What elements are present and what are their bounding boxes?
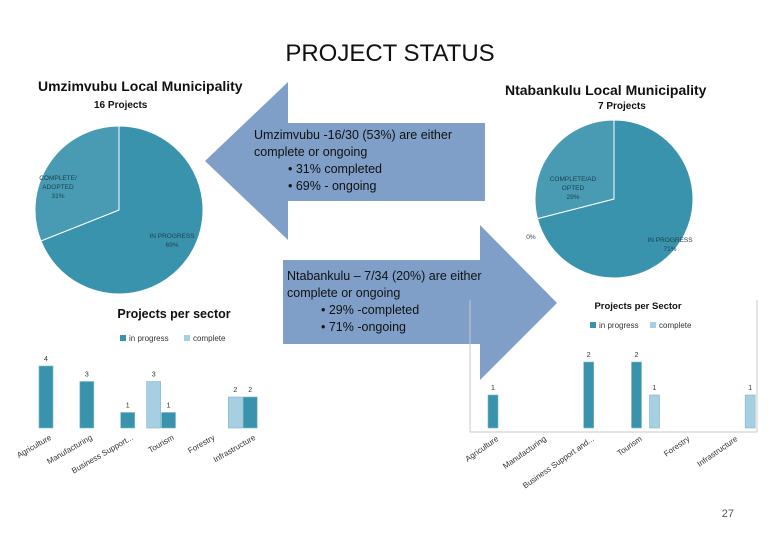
bar-chart-umzimvubu: Projects per sector in progress complete 4 A…: [15, 307, 257, 475]
legend-label-in-progress: in progress: [599, 321, 639, 330]
category-tick-label: Forestry: [186, 433, 216, 455]
bar-in-progress: [38, 365, 54, 429]
page-number: 27: [721, 508, 734, 520]
bar-in-progress: [487, 394, 499, 429]
right-callout-arrow: [283, 225, 557, 380]
bar-complete: [146, 381, 161, 429]
left-callout-arrow: [205, 82, 485, 240]
ntabankulu-callout-text: Ntabankulu – 7/34 (20%) are either compl…: [287, 268, 482, 336]
pie-slice-complete: [34, 125, 120, 242]
callout-bullet: • 31% completed: [288, 162, 383, 176]
pie-slice-label: ADOPTED: [42, 184, 74, 191]
bar-in-progress: [161, 412, 176, 429]
callout-line: Ntabankulu – 7/34 (20%) are either: [287, 269, 482, 283]
pie-slice-label: 31%: [51, 193, 64, 200]
callout-bullet: • 71% -ongoing: [321, 320, 406, 334]
pie-slice-label: 71%: [663, 246, 676, 253]
pie-slice-in-progress: [40, 125, 204, 295]
umzimvubu-project-count: 16 Projects: [94, 100, 148, 111]
category-tick-label: Infrastructure: [212, 433, 258, 465]
ntabankulu-title: Ntabankulu Local Municipality: [505, 82, 707, 98]
umzimvubu-title: Umzimvubu Local Municipality: [38, 78, 243, 94]
callout-line: complete or ongoing: [254, 145, 368, 159]
bar-complete: [228, 396, 243, 429]
pie-chart-umzimvubu: COMPLETE/ADOPTED 31% IN PROGRESS 69%: [34, 125, 204, 295]
category-tick-label: Infrastructure: [696, 434, 740, 469]
bar-in-progress: [79, 381, 95, 429]
bar-value-label: 1: [491, 385, 495, 392]
pie-slice-label: 29%: [566, 194, 579, 201]
legend-swatch-complete: [184, 335, 190, 341]
ntabankulu-project-count: 7 Projects: [598, 101, 646, 112]
pie-slice-label: 0%: [526, 234, 536, 241]
bar-in-progress: [583, 361, 594, 429]
bar-in-progress: [242, 396, 258, 429]
callout-line: Umzimvubu -16/30 (53%) are either: [254, 128, 452, 142]
bar-value-label: 1: [167, 403, 171, 410]
bar-value-label: 2: [233, 387, 237, 394]
category-tick-label: Forestry: [662, 434, 691, 458]
category-tick-label: Tourism: [616, 434, 644, 458]
pie-slice-label: IN PROGRESS: [647, 237, 693, 244]
bar-in-progress: [120, 412, 135, 429]
bar-value-label: 4: [44, 356, 48, 363]
bar-complete: [744, 394, 756, 429]
bar-value-label: 3: [85, 372, 89, 379]
category-tick-label: Manufacturing: [501, 434, 548, 470]
category-tick-label: Tourism: [147, 433, 176, 455]
category-tick-label: Agriculture: [15, 433, 53, 460]
bar-value-label: 3: [152, 372, 156, 379]
pie-slice-complete: [534, 119, 615, 220]
bar-value-label: 1: [748, 385, 752, 392]
bar-in-progress: [631, 361, 642, 429]
pie-slice-label: OPTED: [562, 185, 585, 192]
bar-value-label: 2: [248, 387, 252, 394]
umzimvubu-callout-text: Umzimvubu -16/30 (53%) are either comple…: [254, 127, 452, 195]
legend-label-complete: complete: [659, 321, 692, 330]
pie-slice-label: IN PROGRESS: [149, 233, 195, 240]
pie-slice-label: COMPLETE/: [39, 175, 77, 182]
bar-value-label: 1: [126, 403, 130, 410]
legend-label-in-progress: in progress: [129, 334, 169, 343]
slide-title: PROJECT STATUS: [285, 40, 495, 67]
callout-bullet: • 69% - ongoing: [288, 179, 377, 193]
legend-label-complete: complete: [193, 334, 226, 343]
bar-value-label: 2: [635, 352, 639, 359]
category-tick-label: Agriculture: [464, 434, 501, 464]
bar-complete: [649, 394, 660, 429]
pie-slice-in-progress: [536, 119, 694, 279]
callout-bullet: • 29% -completed: [321, 303, 420, 317]
bar-value-label: 2: [587, 352, 591, 359]
legend-swatch-in-progress: [120, 335, 126, 341]
pie-slice-label: COMPLETE/AD: [550, 176, 597, 183]
bar-chart-title: Projects per sector: [117, 307, 230, 321]
bar-value-label: 1: [653, 385, 657, 392]
legend-swatch-complete: [650, 322, 656, 328]
bar-chart-title: Projects per Sector: [594, 301, 681, 312]
legend-swatch-in-progress: [590, 322, 596, 328]
pie-slice-label: 69%: [165, 242, 178, 249]
callout-line: complete or ongoing: [287, 286, 401, 300]
pie-chart-ntabankulu: COMPLETE/AD OPTED 29% IN PROGRESS 71% 0%: [526, 119, 694, 279]
